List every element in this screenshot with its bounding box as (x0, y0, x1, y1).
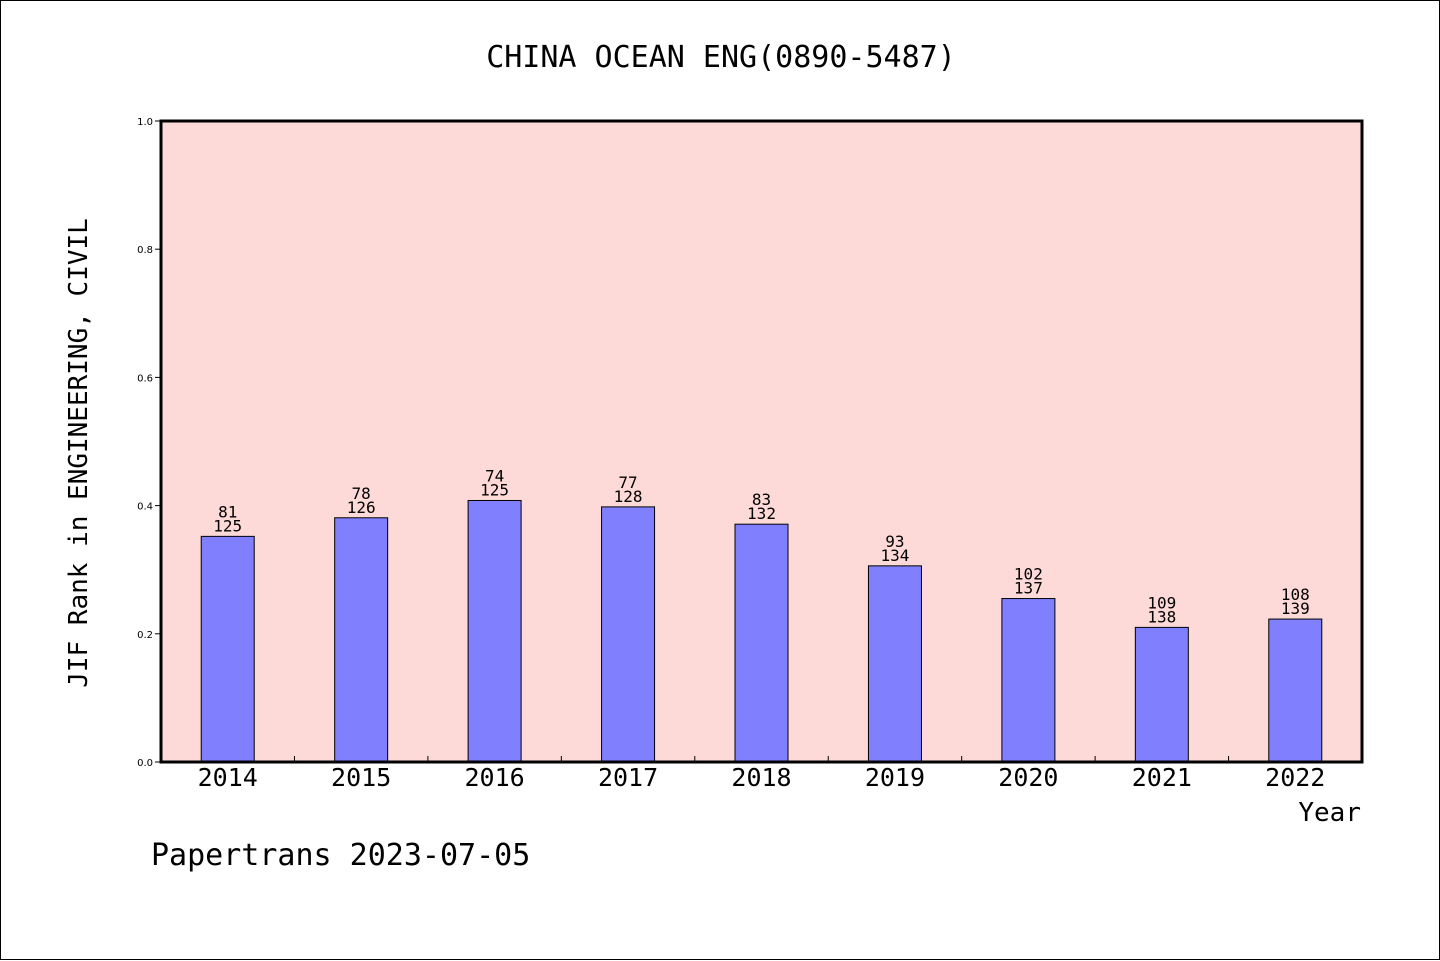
bar-2019 (867, 565, 922, 763)
y-tick-group: 0.0 0.2 0.4 0.6 0.8 1.0 (137, 117, 161, 769)
x-tick-label-2017: 2017 (598, 763, 658, 792)
total-label-2022: 139 (1281, 599, 1310, 618)
x-tick-label-2021: 2021 (1132, 763, 1192, 792)
total-label-2020: 137 (1014, 579, 1043, 598)
bar-2016 (467, 499, 522, 763)
bar-2022 (1268, 618, 1323, 763)
x-tick-label-2016: 2016 (465, 763, 525, 792)
plot-frame (159, 119, 1364, 764)
chart-title: CHINA OCEAN ENG(0890-5487) (486, 40, 956, 75)
total-label-2015: 126 (347, 498, 376, 517)
rank-label-2018: 83 (752, 490, 771, 509)
total-label-2017: 128 (614, 487, 643, 506)
bar-2017 (601, 506, 656, 763)
y-tick-label-0.2: 0.2 (137, 630, 153, 641)
footer-source-date: Papertrans 2023-07-05 (151, 838, 530, 873)
bar-2020 (1001, 598, 1056, 763)
x-tick-label-2022: 2022 (1265, 763, 1325, 792)
y-tick-label-0.6: 0.6 (137, 373, 153, 384)
rank-label-2020: 102 (1014, 565, 1043, 584)
rank-label-2017: 77 (618, 473, 637, 492)
y-axis-label: JIF Rank in ENGINEERING, CIVIL (64, 218, 94, 688)
total-label-2014: 125 (213, 516, 242, 535)
rank-label-2021: 109 (1147, 593, 1176, 612)
total-label-2019: 134 (880, 546, 909, 565)
total-label-2021: 138 (1147, 607, 1176, 626)
x-tick-label-2015: 2015 (331, 763, 391, 792)
x-tick-label-2020: 2020 (998, 763, 1058, 792)
rank-label-2016: 74 (485, 466, 504, 485)
x-axis-label: Year (1298, 798, 1361, 828)
y-tick-label-0.0: 0.0 (137, 758, 153, 769)
x-tick-group: 2014 2015 2016 2017 2018 2019 2020 2021 2022 (198, 756, 1325, 792)
total-label-2016: 125 (480, 480, 509, 499)
total-label-2018: 132 (747, 504, 776, 523)
y-tick-label-1.0: 1.0 (137, 117, 153, 128)
rank-label-2022: 108 (1281, 585, 1310, 604)
x-tick-label-2014: 2014 (198, 763, 258, 792)
bar-2021 (1134, 626, 1189, 763)
x-tick-label-2018: 2018 (731, 763, 791, 792)
bar-2015 (334, 517, 389, 763)
bar-2014 (200, 535, 255, 763)
rank-label-2019: 93 (885, 532, 904, 551)
rank-label-2014: 81 (218, 502, 237, 521)
y-tick-label-0.8: 0.8 (137, 245, 153, 256)
rank-label-2015: 78 (352, 484, 371, 503)
bars-group (200, 499, 1323, 763)
y-tick-label-0.4: 0.4 (137, 502, 153, 513)
bar-2018 (734, 523, 789, 763)
x-tick-label-2019: 2019 (865, 763, 925, 792)
